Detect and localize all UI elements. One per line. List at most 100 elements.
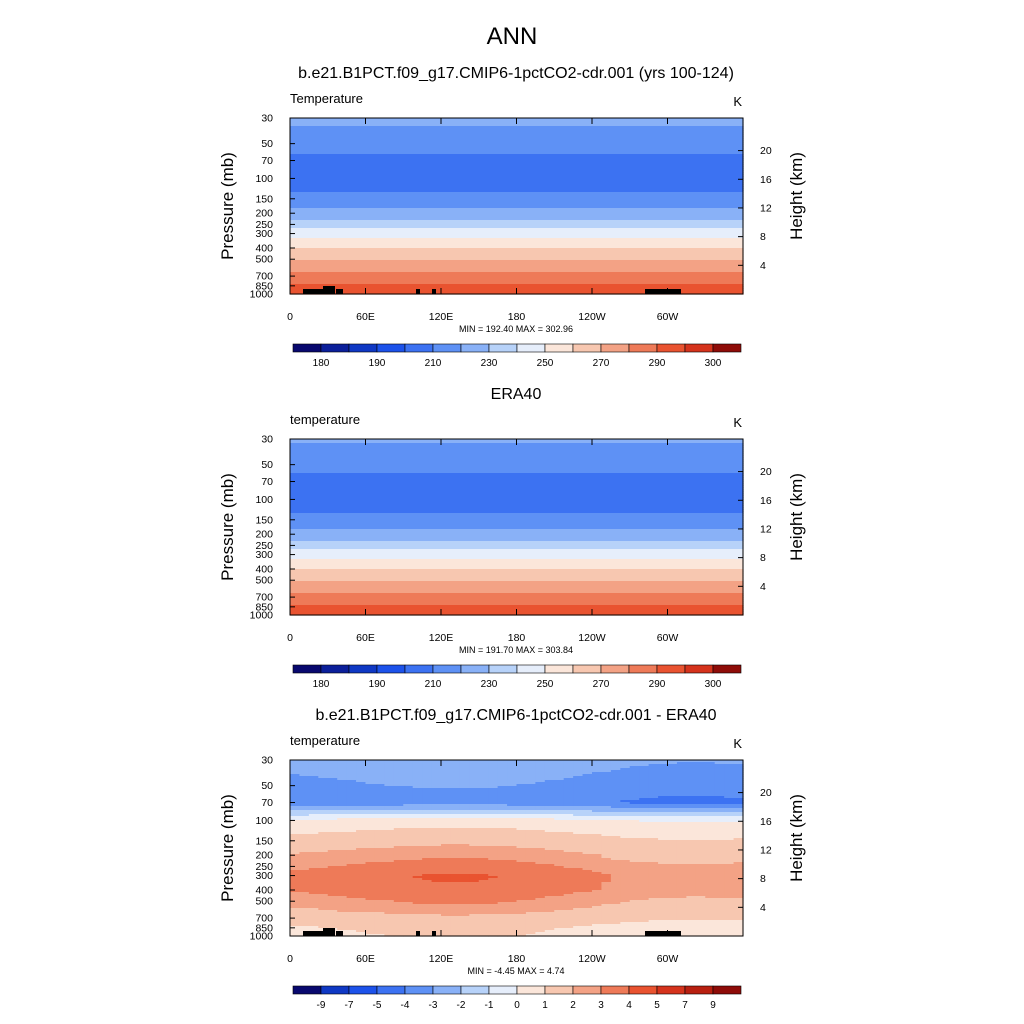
field-cell (299, 920, 310, 923)
field-cell (478, 848, 489, 851)
field-cell (337, 808, 348, 811)
field-cell (582, 924, 593, 927)
field-cell (686, 896, 697, 899)
field-cell (639, 924, 650, 927)
field-cell (346, 836, 357, 839)
field-cell (705, 878, 716, 881)
field-cell (610, 932, 621, 935)
field-cell (544, 766, 555, 769)
field-cell (639, 796, 650, 799)
field-cell (733, 888, 744, 891)
field-cell (639, 858, 650, 861)
field-cell (488, 848, 499, 851)
field-cell (667, 786, 678, 789)
colorbar-swatch (600, 985, 630, 995)
field-cell (525, 786, 536, 789)
field-cell (667, 854, 678, 857)
field-cell (601, 874, 612, 877)
field-cell (733, 814, 744, 817)
field-cell (516, 924, 527, 927)
field-cell (290, 248, 744, 251)
field-cell (497, 824, 508, 827)
field-cell (507, 826, 518, 829)
field-cell (337, 766, 348, 769)
field-cell (478, 872, 489, 875)
field-cell (290, 858, 301, 861)
field-cell (686, 906, 697, 909)
field-cell (705, 836, 716, 839)
field-cell (469, 934, 480, 937)
field-cell (318, 768, 329, 771)
field-cell (705, 794, 716, 797)
field-cell (497, 776, 508, 779)
field-cell (629, 776, 640, 779)
field-cell (441, 770, 452, 773)
field-cell (441, 806, 452, 809)
field-cell (356, 828, 367, 831)
field-cell (648, 800, 659, 803)
field-cell (554, 886, 565, 889)
field-cell (327, 862, 338, 865)
field-cell (497, 882, 508, 885)
field-cell (450, 882, 461, 885)
field-cell (469, 870, 480, 873)
field-cell (610, 856, 621, 859)
field-cell (290, 854, 301, 857)
field-cell (639, 860, 650, 863)
field-cell (431, 924, 442, 927)
field-cell (422, 904, 433, 907)
field-cell (346, 764, 357, 767)
field-cell (337, 880, 348, 883)
field-cell (601, 886, 612, 889)
field-cell (620, 860, 631, 863)
field-cell (356, 778, 367, 781)
field-cell (374, 888, 385, 891)
field-cell (516, 766, 527, 769)
field-cell (676, 796, 687, 799)
field-cell (356, 884, 367, 887)
field-cell (592, 838, 603, 841)
field-cell (412, 808, 423, 811)
field-cell (403, 874, 414, 877)
field-cell (384, 924, 395, 927)
field-cell (290, 834, 301, 837)
field-cell (724, 828, 735, 831)
field-cell (393, 900, 404, 903)
field-cell (714, 864, 725, 867)
field-cell (290, 246, 744, 249)
field-cell (563, 782, 574, 785)
field-cell (629, 770, 640, 773)
field-cell (337, 794, 348, 797)
field-cell (667, 804, 678, 807)
field-cell (639, 838, 650, 841)
field-cell (610, 852, 621, 855)
field-cell (299, 892, 310, 895)
field-cell (327, 870, 338, 873)
field-cell (431, 760, 442, 763)
field-cell (290, 918, 301, 921)
field-cell (582, 928, 593, 931)
field-cell (676, 920, 687, 923)
panel-subtitle: b.e21.B1PCT.f09_g17.CMIP6-1pctCO2-cdr.00… (298, 65, 734, 82)
field-cell (544, 922, 555, 925)
field-cell (290, 589, 744, 592)
field-cell (365, 774, 376, 777)
field-cell (733, 912, 744, 915)
field-cell (308, 828, 319, 831)
min-max-stats: MIN = -4.45 MAX = 4.74 (467, 966, 564, 976)
field-cell (308, 894, 319, 897)
field-cell (431, 934, 442, 937)
field-cell (658, 818, 669, 821)
field-cell (422, 876, 433, 879)
field-cell (686, 918, 697, 921)
field-cell (724, 776, 735, 779)
field-cell (563, 838, 574, 841)
field-cell (290, 200, 744, 203)
field-cell (478, 896, 489, 899)
field-cell (403, 860, 414, 863)
field-cell (733, 778, 744, 781)
field-cell (639, 914, 650, 917)
field-cell (469, 892, 480, 895)
field-cell (337, 782, 348, 785)
field-cell (516, 876, 527, 879)
